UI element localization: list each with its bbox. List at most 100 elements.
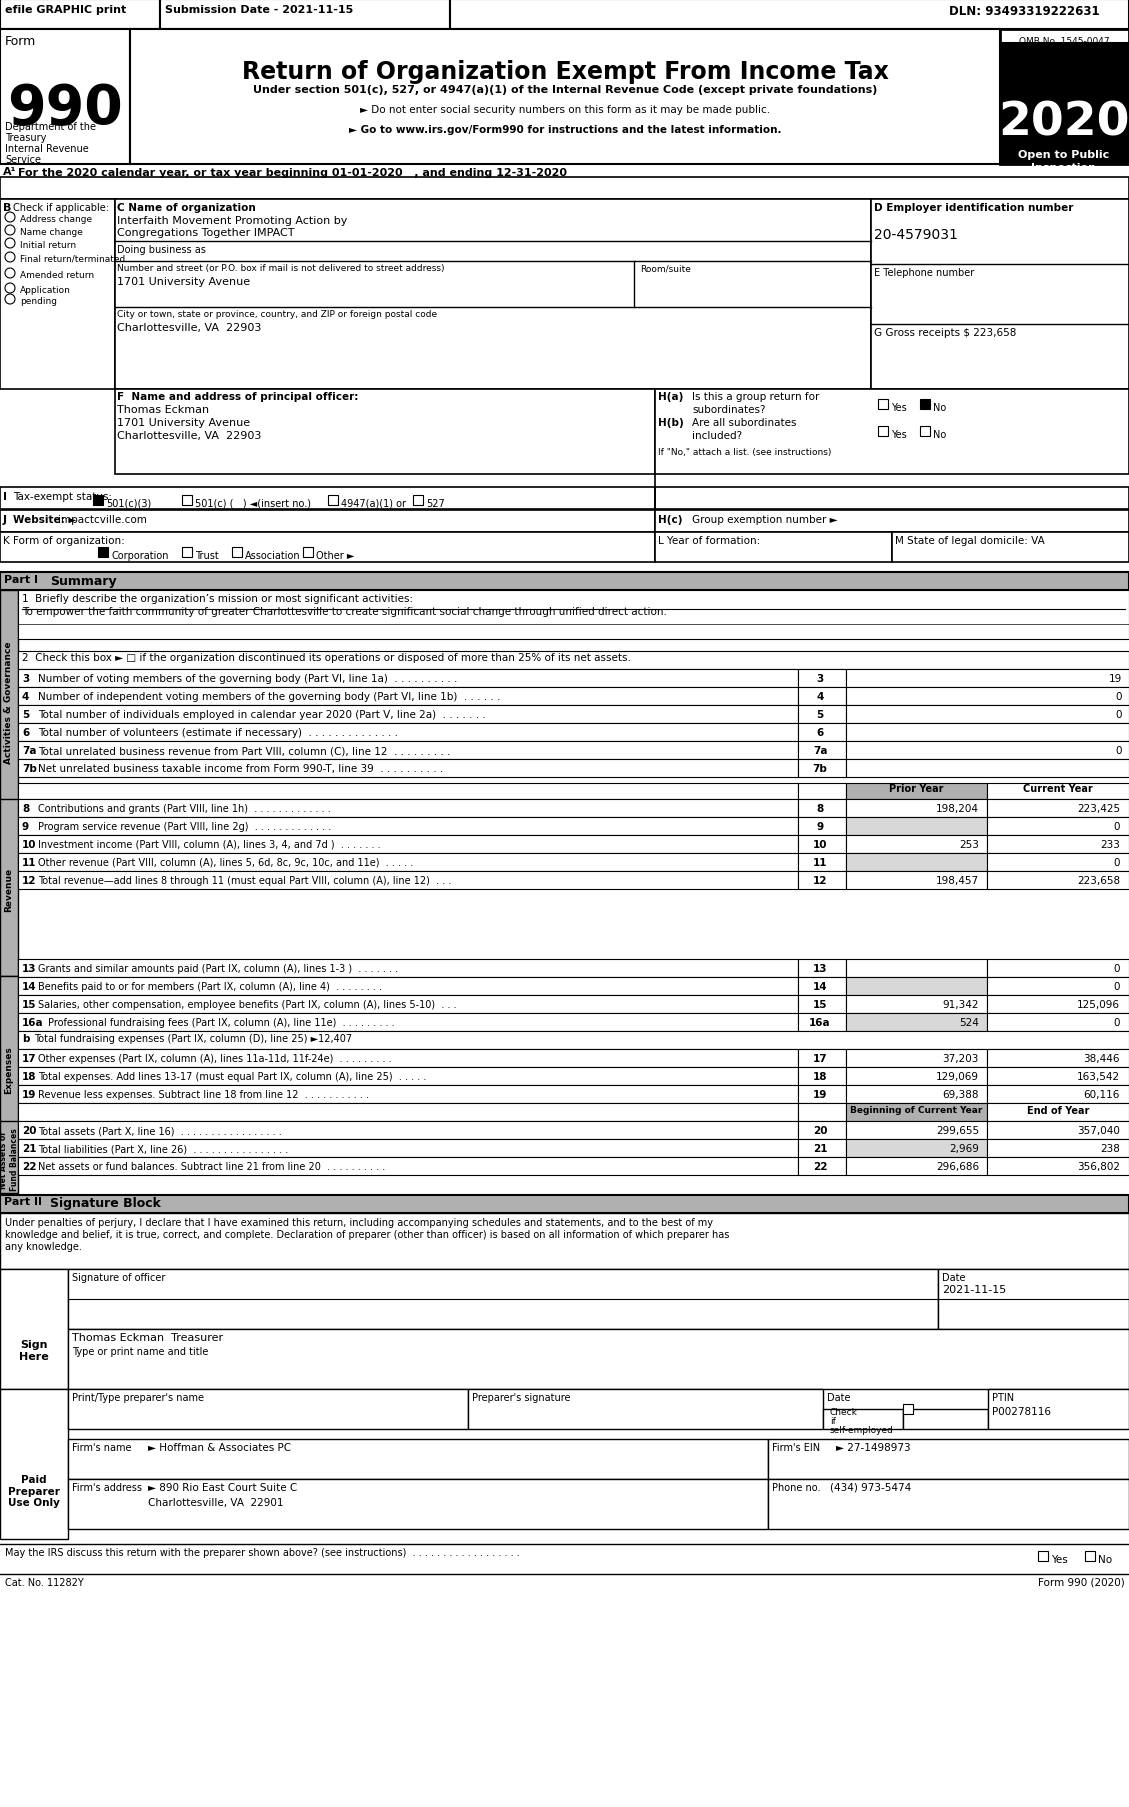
Text: b: b: [21, 1034, 29, 1043]
Text: 129,069: 129,069: [936, 1072, 979, 1081]
Text: ► Go to www.irs.gov/Form990 for instructions and the latest information.: ► Go to www.irs.gov/Form990 for instruct…: [349, 125, 781, 136]
Bar: [18, 1156, 798, 1175]
Text: No: No: [933, 430, 946, 439]
Text: 13: 13: [21, 963, 36, 974]
Bar: [450, 0, 1129, 31]
Text: Total number of volunteers (estimate if necessary)  . . . . . . . . . . . . . .: Total number of volunteers (estimate if …: [38, 728, 399, 737]
Text: 6: 6: [21, 728, 29, 737]
Bar: [987, 817, 1129, 835]
Text: K Form of organization:: K Form of organization:: [3, 535, 124, 546]
Text: 11: 11: [813, 858, 828, 867]
Text: Salaries, other compensation, employee benefits (Part IX, column (A), lines 5-10: Salaries, other compensation, employee b…: [38, 999, 456, 1010]
Bar: [1000, 31, 1129, 164]
Bar: [798, 1068, 846, 1086]
Text: Thomas Eckman: Thomas Eckman: [117, 405, 209, 416]
Bar: [846, 688, 1129, 705]
Text: Initial return: Initial return: [20, 240, 76, 249]
Text: D Employer identification number: D Employer identification number: [874, 202, 1074, 213]
Bar: [1000, 132, 1129, 164]
Bar: [18, 741, 798, 759]
Text: 1  Briefly describe the organization’s mission or most significant activities:: 1 Briefly describe the organization’s mi…: [21, 595, 413, 604]
Bar: [18, 853, 798, 871]
Text: Contributions and grants (Part VIII, line 1h)  . . . . . . . . . . . . .: Contributions and grants (Part VIII, lin…: [38, 804, 331, 813]
Text: ► Hoffman & Associates PC: ► Hoffman & Associates PC: [148, 1442, 291, 1453]
Text: 7b: 7b: [813, 764, 828, 773]
Text: efile GRAPHIC print: efile GRAPHIC print: [5, 5, 126, 14]
Text: 0: 0: [1113, 822, 1120, 831]
Bar: [987, 1050, 1129, 1068]
Bar: [798, 871, 846, 889]
Bar: [846, 1050, 987, 1068]
Text: 22: 22: [813, 1162, 828, 1171]
Bar: [413, 495, 423, 506]
Text: Firm's address: Firm's address: [72, 1482, 142, 1493]
Text: C Name of organization: C Name of organization: [117, 202, 256, 213]
Bar: [18, 688, 798, 705]
Text: Number of voting members of the governing body (Part VI, line 1a)  . . . . . . .: Number of voting members of the governin…: [38, 674, 457, 683]
Text: 17: 17: [21, 1053, 36, 1063]
Text: Room/suite: Room/suite: [640, 264, 691, 273]
Text: Congregations Together IMPACT: Congregations Together IMPACT: [117, 228, 295, 239]
Bar: [798, 996, 846, 1014]
Bar: [987, 1104, 1129, 1122]
Bar: [98, 548, 108, 558]
Text: 20-4579031: 20-4579031: [874, 228, 957, 242]
Bar: [18, 1014, 798, 1032]
Text: Form: Form: [5, 34, 36, 49]
Bar: [0, 1212, 1129, 1269]
Bar: [18, 1104, 798, 1122]
Bar: [93, 495, 103, 506]
Text: 357,040: 357,040: [1077, 1126, 1120, 1135]
Text: May the IRS discuss this return with the preparer shown above? (see instructions: May the IRS discuss this return with the…: [5, 1547, 519, 1558]
Text: 238: 238: [1100, 1144, 1120, 1153]
Bar: [231, 548, 242, 558]
Text: 17: 17: [813, 1053, 828, 1063]
Bar: [823, 1409, 903, 1429]
Text: A¹: A¹: [3, 166, 17, 177]
Bar: [846, 784, 987, 799]
Text: Charlottesville, VA  22901: Charlottesville, VA 22901: [148, 1498, 283, 1507]
Text: Total number of individuals employed in calendar year 2020 (Part V, line 2a)  . : Total number of individuals employed in …: [38, 710, 485, 719]
Bar: [68, 1390, 469, 1429]
Text: Program service revenue (Part VIII, line 2g)  . . . . . . . . . . . . .: Program service revenue (Part VIII, line…: [38, 822, 331, 831]
Bar: [846, 853, 987, 871]
Text: 356,802: 356,802: [1077, 1162, 1120, 1171]
Text: 12: 12: [21, 876, 36, 885]
Text: Number of independent voting members of the governing body (Part VI, line 1b)  .: Number of independent voting members of …: [38, 692, 500, 701]
Text: knowledge and belief, it is true, correct, and complete. Declaration of preparer: knowledge and belief, it is true, correc…: [5, 1229, 729, 1240]
Text: 0: 0: [1115, 710, 1122, 719]
Bar: [68, 1330, 1129, 1390]
Bar: [0, 1269, 68, 1390]
Text: 19: 19: [813, 1090, 828, 1099]
Text: 527: 527: [426, 499, 445, 510]
Bar: [18, 1050, 798, 1068]
Text: 60,116: 60,116: [1084, 1090, 1120, 1099]
Text: 37,203: 37,203: [943, 1053, 979, 1063]
Bar: [18, 784, 798, 799]
Bar: [798, 1104, 846, 1122]
Text: 223,658: 223,658: [1077, 876, 1120, 885]
Text: Under section 501(c), 527, or 4947(a)(1) of the Internal Revenue Code (except pr: Under section 501(c), 527, or 4947(a)(1)…: [253, 85, 877, 96]
Text: 6: 6: [816, 728, 824, 737]
Bar: [655, 390, 1129, 475]
Text: H(b): H(b): [658, 417, 684, 428]
Text: Beginning of Current Year: Beginning of Current Year: [850, 1106, 982, 1115]
Text: To empower the faith community of greater Charlottesville to create significant : To empower the faith community of greate…: [21, 607, 667, 616]
Bar: [68, 1269, 938, 1330]
Text: B: B: [3, 202, 11, 213]
Bar: [18, 835, 798, 853]
Bar: [655, 511, 1129, 533]
Bar: [0, 177, 1129, 201]
Bar: [0, 573, 1129, 591]
Bar: [846, 1140, 987, 1156]
Bar: [655, 488, 1129, 510]
Bar: [846, 1122, 987, 1140]
Bar: [846, 978, 987, 996]
Bar: [798, 784, 846, 799]
Bar: [798, 688, 846, 705]
Text: Number and street (or P.O. box if mail is not delivered to street address): Number and street (or P.O. box if mail i…: [117, 264, 445, 273]
Text: pending: pending: [20, 296, 56, 305]
Bar: [798, 759, 846, 777]
Text: Total unrelated business revenue from Part VIII, column (C), line 12  . . . . . : Total unrelated business revenue from Pa…: [38, 746, 450, 755]
Bar: [846, 996, 987, 1014]
